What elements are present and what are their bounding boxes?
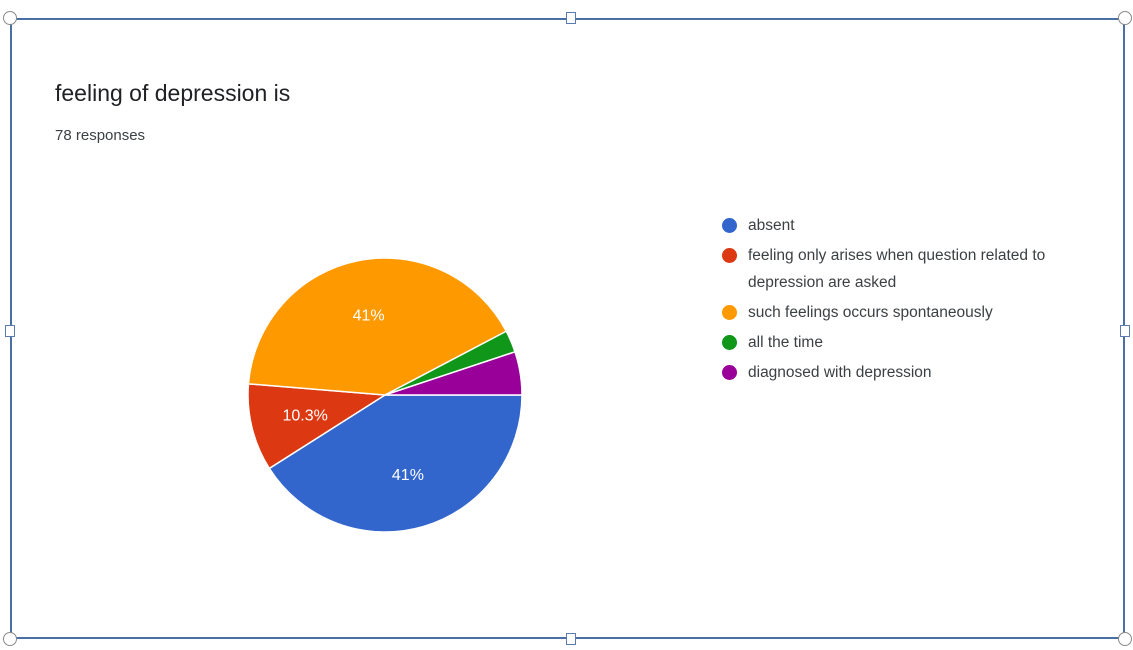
legend-item-4[interactable]: diagnosed with depression xyxy=(722,359,1062,386)
legend-label: feeling only arises when question relate… xyxy=(748,247,1046,291)
chart-legend: absent feeling only arises when question … xyxy=(722,212,1062,389)
legend-label: all the time xyxy=(748,334,823,351)
resize-handle-middle-right[interactable] xyxy=(1120,325,1130,337)
legend-swatch-icon xyxy=(722,248,737,263)
legend-item-3[interactable]: all the time xyxy=(722,329,1062,356)
pie-slice-2[interactable] xyxy=(247,257,508,396)
resize-handle-top-left[interactable] xyxy=(3,11,17,25)
slice-value-label-1: 10.3% xyxy=(283,408,328,425)
pie-slice-1[interactable] xyxy=(247,383,388,470)
resize-handle-middle-left[interactable] xyxy=(5,325,15,337)
legend-item-0[interactable]: absent xyxy=(722,212,1062,239)
legend-swatch-icon xyxy=(722,218,737,233)
resize-handle-bottom-left[interactable] xyxy=(3,632,17,646)
resize-handle-top-center[interactable] xyxy=(566,12,576,24)
legend-item-2[interactable]: such feelings occurs spontaneously xyxy=(722,299,1062,326)
slice-value-label-0: 41% xyxy=(392,467,424,484)
legend-swatch-icon xyxy=(722,365,737,380)
legend-label: diagnosed with depression xyxy=(748,364,932,381)
legend-swatch-icon xyxy=(722,335,737,350)
legend-label: absent xyxy=(748,217,795,234)
resize-handle-bottom-right[interactable] xyxy=(1118,632,1132,646)
resize-handle-bottom-center[interactable] xyxy=(566,633,576,645)
chart-title: feeling of depression is xyxy=(55,80,291,106)
response-count: 78 responses xyxy=(55,127,146,144)
legend-item-1[interactable]: feeling only arises when question relate… xyxy=(722,242,1062,296)
pie-slice-4[interactable] xyxy=(384,350,523,396)
slice-value-label-2: 41% xyxy=(353,307,385,324)
resize-handle-top-right[interactable] xyxy=(1118,11,1132,25)
legend-swatch-icon xyxy=(722,305,737,320)
pie-slice-0[interactable] xyxy=(268,394,523,533)
legend-label: such feelings occurs spontaneously xyxy=(748,304,993,321)
